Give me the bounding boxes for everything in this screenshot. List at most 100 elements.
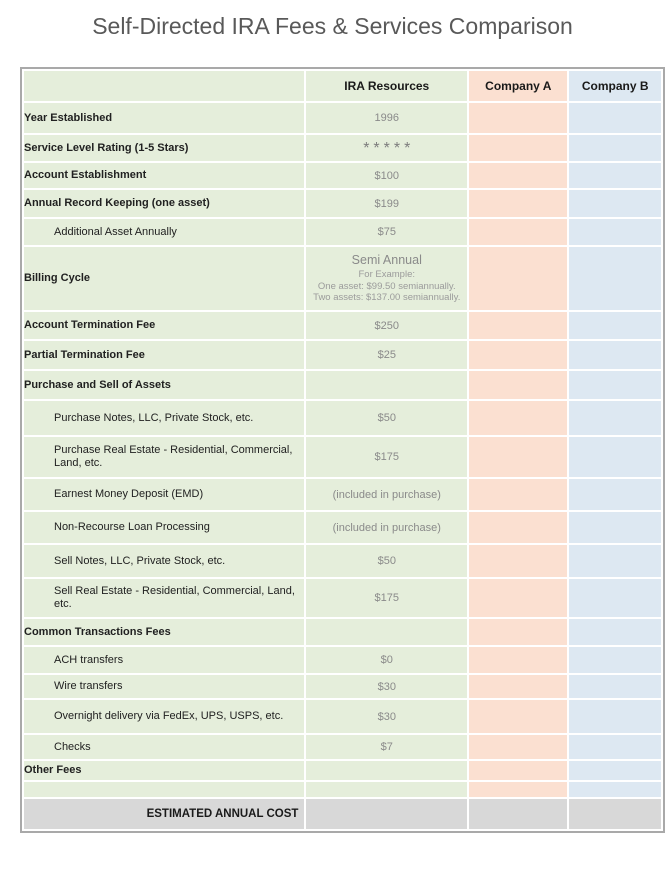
row-label: Common Transactions Fees: [21, 617, 307, 647]
row-label: Annual Record Keeping (one asset): [21, 188, 307, 219]
company-b-cell: [567, 759, 663, 782]
company-b-cell: [567, 477, 663, 512]
row-label: Wire transfers: [21, 673, 307, 700]
company-a-cell: [467, 477, 570, 512]
company-a-cell: [467, 797, 570, 831]
ira-resources-value: $199: [304, 188, 470, 219]
company-a-cell: [467, 101, 570, 135]
ira-resources-value: Semi Annual For Example: One asset: $99.50…: [304, 245, 470, 312]
table-row: Non-Recourse Loan Processing (included in…: [21, 510, 663, 545]
ira-resources-value: $30: [304, 673, 470, 700]
company-b-cell: [567, 133, 663, 163]
company-b-cell: [567, 543, 663, 579]
company-b-cell: [567, 617, 663, 647]
company-b-cell: [567, 217, 663, 247]
company-a-cell: [467, 673, 570, 700]
row-label: Partial Termination Fee: [21, 339, 307, 371]
row-label: Earnest Money Deposit (EMD): [21, 477, 307, 512]
table-row: Checks $7: [21, 733, 663, 761]
table-row: Billing Cycle Semi Annual For Example: One …: [21, 245, 663, 312]
row-label: Other Fees: [21, 759, 307, 782]
table-row: Sell Real Estate - Residential, Commerci…: [21, 577, 663, 619]
header-company-a: Company A: [467, 69, 570, 103]
ira-resources-value: $250: [304, 310, 470, 341]
table-row: Purchase Real Estate - Residential, Comm…: [21, 435, 663, 479]
row-label: ESTIMATED ANNUAL COST: [21, 797, 307, 831]
row-label: Service Level Rating (1-5 Stars): [21, 133, 307, 163]
company-a-cell: [467, 617, 570, 647]
company-b-cell: [567, 673, 663, 700]
ira-resources-value: $7: [304, 733, 470, 761]
ira-resources-value: [304, 617, 470, 647]
billing-cycle-note-line: Two assets: $137.00 semiannually.: [313, 292, 461, 304]
company-b-cell: [567, 435, 663, 479]
company-a-cell: [467, 217, 570, 247]
company-a-cell: [467, 188, 570, 219]
company-b-cell: [567, 245, 663, 312]
row-label: Account Establishment: [21, 161, 307, 190]
company-b-cell: [567, 369, 663, 401]
table-row: Account Termination Fee $250: [21, 310, 663, 341]
billing-cycle-value: Semi Annual: [351, 253, 422, 268]
row-label: ACH transfers: [21, 645, 307, 675]
ira-resources-value: [304, 369, 470, 401]
billing-cycle-note-heading: For Example:: [358, 269, 416, 281]
company-b-cell: [567, 399, 663, 437]
table-row: Partial Termination Fee $25: [21, 339, 663, 371]
table-row: Earnest Money Deposit (EMD) (included in …: [21, 477, 663, 512]
company-b-cell: [567, 101, 663, 135]
company-a-cell: [467, 310, 570, 341]
company-a-cell: [467, 780, 570, 799]
row-label: Sell Notes, LLC, Private Stock, etc.: [21, 543, 307, 579]
company-a-cell: [467, 543, 570, 579]
ira-resources-value: $50: [304, 399, 470, 437]
table-row: Wire transfers $30: [21, 673, 663, 700]
ira-resources-value: $100: [304, 161, 470, 190]
company-b-cell: [567, 645, 663, 675]
ira-resources-value: $25: [304, 339, 470, 371]
company-b-cell: [567, 780, 663, 799]
row-label: Additional Asset Annually: [21, 217, 307, 247]
table-row: Common Transactions Fees: [21, 617, 663, 647]
company-b-cell: [567, 310, 663, 341]
header-blank-cell: [21, 69, 307, 103]
row-label: Non-Recourse Loan Processing: [21, 510, 307, 545]
fee-table-body: Year Established 1996 Service Level Rating…: [21, 101, 663, 831]
ira-resources-value: (included in purchase): [304, 477, 470, 512]
ira-resources-value: $175: [304, 577, 470, 619]
spacer-row: [21, 780, 663, 799]
company-a-cell: [467, 733, 570, 761]
company-b-cell: [567, 510, 663, 545]
table-row: Sell Notes, LLC, Private Stock, etc. $50: [21, 543, 663, 579]
company-a-cell: [467, 698, 570, 735]
table-row: Account Establishment $100: [21, 161, 663, 190]
company-a-cell: [467, 339, 570, 371]
company-b-cell: [567, 698, 663, 735]
ira-resources-value: $175: [304, 435, 470, 479]
row-label: Checks: [21, 733, 307, 761]
ira-resources-value: [304, 797, 470, 831]
company-b-cell: [567, 577, 663, 619]
ira-resources-value: $30: [304, 698, 470, 735]
comparison-table: IRA Resources Company A Company B Year E…: [21, 69, 663, 831]
table-row: Annual Record Keeping (one asset) $199: [21, 188, 663, 219]
table-row: Year Established 1996: [21, 101, 663, 135]
company-b-cell: [567, 797, 663, 831]
table-row: Purchase and Sell of Assets: [21, 369, 663, 401]
ira-resources-value: $0: [304, 645, 470, 675]
row-label: Year Established: [21, 101, 307, 135]
company-b-cell: [567, 188, 663, 219]
table-row: Service Level Rating (1-5 Stars) *****: [21, 133, 663, 163]
row-label: Overnight delivery via FedEx, UPS, USPS,…: [21, 698, 307, 735]
table-row: Additional Asset Annually $75: [21, 217, 663, 247]
table-header: IRA Resources Company A Company B: [21, 69, 663, 103]
ira-resources-value: 1996: [304, 101, 470, 135]
ira-resources-value: [304, 759, 470, 782]
company-a-cell: [467, 510, 570, 545]
company-a-cell: [467, 435, 570, 479]
row-label: [21, 780, 307, 799]
company-a-cell: [467, 369, 570, 401]
table-row: Other Fees: [21, 759, 663, 782]
ira-resources-value: [304, 780, 470, 799]
row-label: Purchase Real Estate - Residential, Comm…: [21, 435, 307, 479]
